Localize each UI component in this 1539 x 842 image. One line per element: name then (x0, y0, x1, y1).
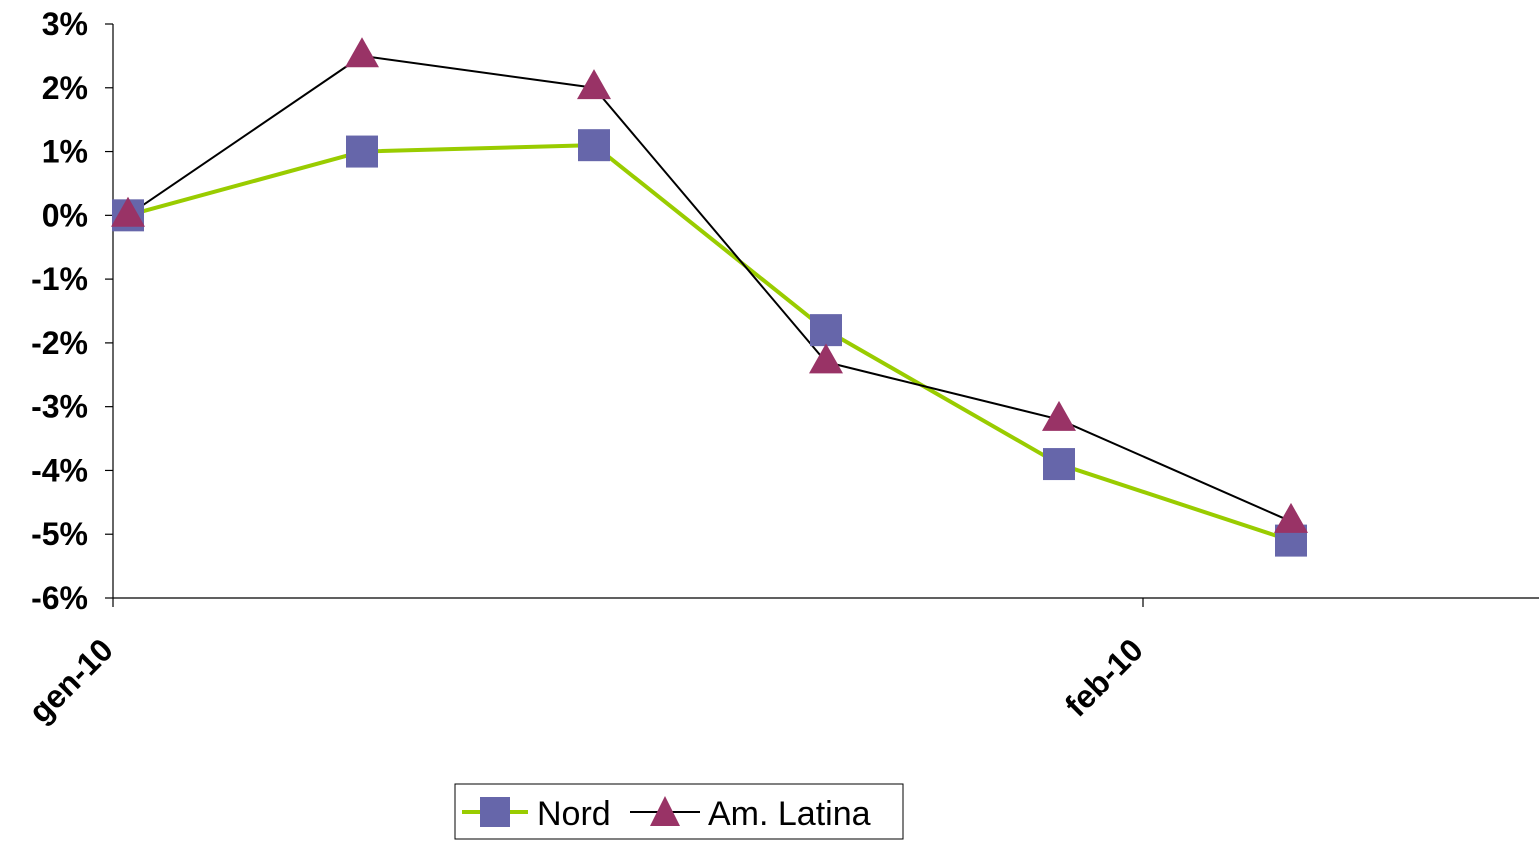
y-tick-label: -5% (31, 516, 88, 552)
series-line-nord (127, 143, 1292, 543)
y-tick-label: -2% (31, 325, 88, 361)
legend-nord-square-icon (480, 797, 510, 827)
nord-data-point (346, 135, 378, 168)
y-axis-ticks (105, 23, 113, 599)
y-axis-tick-labels: 3% 2% 1% 0% -1% -2% -3% -4% -5% -6% (31, 6, 88, 616)
y-tick-label: -6% (31, 580, 88, 616)
x-axis-ticks (112, 598, 1144, 607)
y-tick-label: -3% (31, 389, 88, 425)
legend-latina-label: Am. Latina (708, 795, 871, 833)
am-latina-data-point (345, 37, 379, 68)
legend-nord-label: Nord (537, 795, 611, 833)
legend-latina-triangle-icon (650, 796, 680, 826)
am-latina-data-point (1042, 400, 1076, 431)
am-latina-data-point (577, 69, 611, 100)
y-tick-label: 0% (42, 197, 88, 233)
y-tick-label: 3% (42, 6, 88, 42)
nord-data-point (1043, 448, 1075, 481)
y-tick-label: 1% (42, 134, 88, 170)
series-markers (111, 37, 1308, 557)
x-tick-label: feb-10 (1058, 631, 1150, 723)
series-line-am-latina (127, 54, 1292, 523)
am-latina-data-point (111, 196, 145, 227)
y-tick-label: -4% (31, 452, 88, 488)
x-tick-label: gen-10 (22, 631, 120, 729)
nord-data-point (578, 129, 610, 162)
am-latina-data-point (1274, 502, 1308, 533)
nord-data-point (810, 314, 842, 347)
am-latina-data-point (809, 343, 843, 374)
y-tick-label: -1% (31, 261, 88, 297)
legend: Nord Am. Latina (454, 783, 904, 840)
series-lines (127, 54, 1292, 543)
x-axis-tick-labels: gen-10 feb-10 (22, 631, 1150, 729)
y-tick-label: 2% (42, 70, 88, 106)
